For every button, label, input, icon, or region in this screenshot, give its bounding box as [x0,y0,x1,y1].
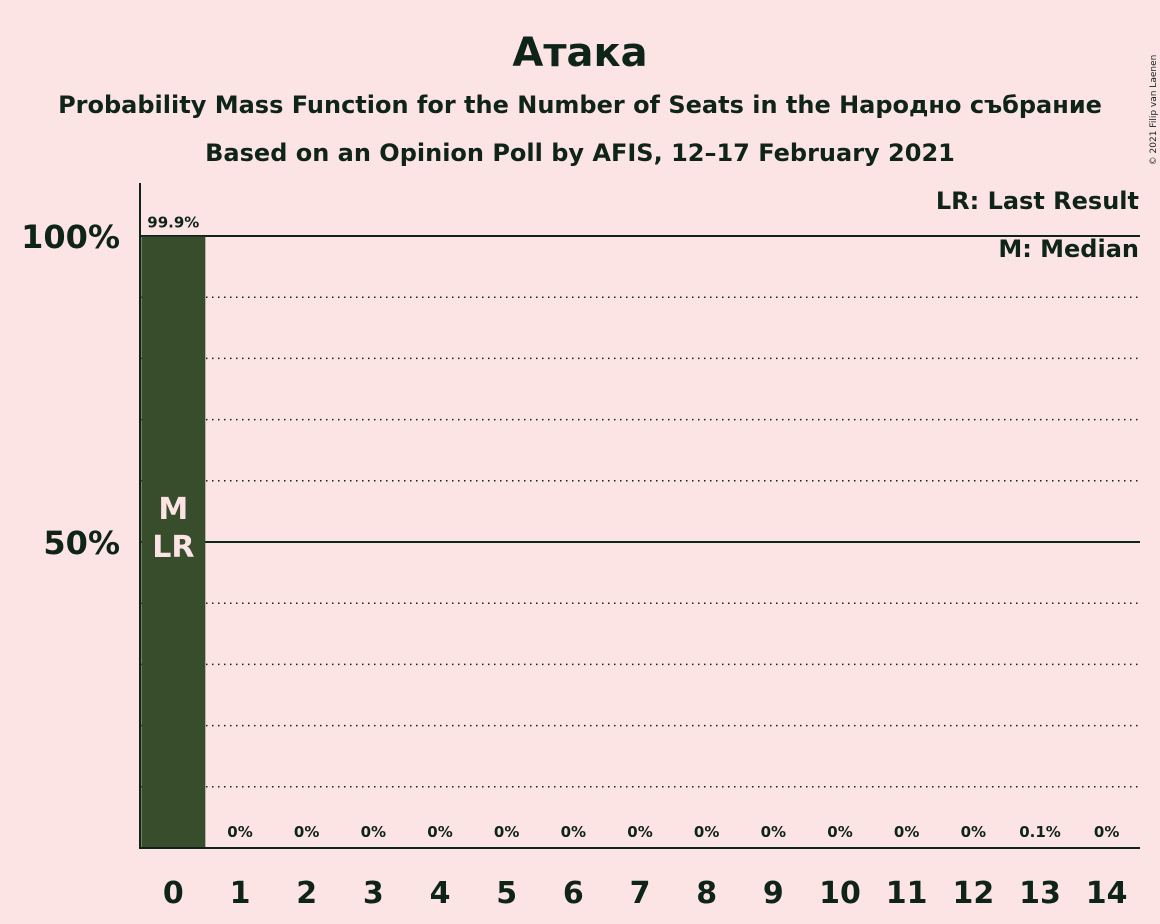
value-label: 0% [494,823,519,841]
value-labels: 99.9% 0% 0% 0% 0% 0% 0% 0% 0% 0% 0% 0% 0% 0.1% 0% [147,214,1119,841]
chart-title: Атака [512,30,647,76]
value-label: 0% [694,823,719,841]
copyright: © 2021 Filip van Laenen [1149,55,1159,166]
legend-last-result: LR: Last Result [936,187,1139,215]
y-tick-label: 50% [43,524,120,562]
value-label: 0% [227,823,252,841]
value-label: 0% [961,823,986,841]
bar-marker-text: LR [152,530,194,565]
x-axis-ticks: 0 1 2 3 4 5 6 7 8 9 10 11 12 13 14 [163,876,1128,911]
value-label: 0% [294,823,319,841]
value-label: 0% [827,823,852,841]
y-tick-label: 100% [21,218,120,256]
x-tick-label: 6 [563,876,584,911]
value-label: 0% [561,823,586,841]
x-tick-label: 2 [296,876,317,911]
value-label: 0% [761,823,786,841]
x-tick-label: 1 [230,876,251,911]
x-tick-label: 14 [1086,876,1128,911]
x-tick-label: 13 [1019,876,1061,911]
legend: LR: Last Result M: Median [936,187,1139,263]
value-label: 99.9% [147,214,199,232]
value-label: 0% [894,823,919,841]
x-tick-label: 4 [430,876,451,911]
value-label: 0% [427,823,452,841]
bar [141,236,206,848]
value-label: 0% [361,823,386,841]
gridlines [140,235,1140,788]
legend-median: M: Median [998,235,1139,263]
x-tick-label: 10 [819,876,861,911]
y-axis-ticks: 50% 100% [21,218,120,562]
x-tick-label: 7 [630,876,651,911]
value-label: 0.1% [1019,823,1061,841]
bar-marker-text: M [158,492,188,527]
x-tick-label: 12 [952,876,994,911]
x-tick-label: 11 [886,876,928,911]
value-label: 0% [627,823,652,841]
x-tick-label: 0 [163,876,184,911]
x-tick-label: 3 [363,876,384,911]
x-tick-label: 8 [696,876,717,911]
value-label: 0% [1094,823,1119,841]
chart-subtitle: Probability Mass Function for the Number… [58,91,1102,119]
x-tick-label: 5 [496,876,517,911]
bar-markers: MLR [152,492,194,565]
chart-subtitle-2: Based on an Opinion Poll by AFIS, 12–17 … [205,139,955,167]
x-tick-label: 9 [763,876,784,911]
